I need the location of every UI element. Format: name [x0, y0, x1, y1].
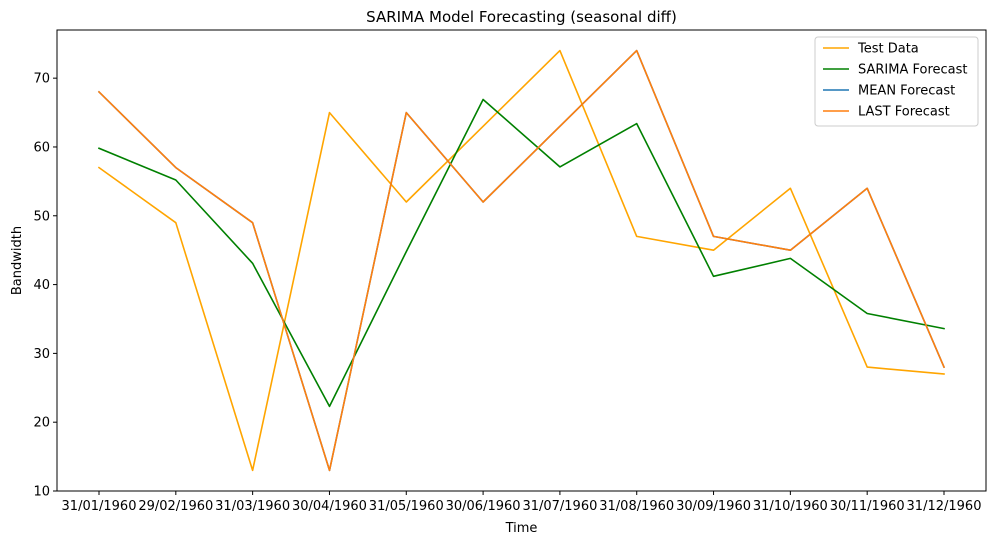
- x-tick-label: 30/06/1960: [446, 499, 521, 514]
- x-tick-label: 31/07/1960: [522, 499, 597, 514]
- y-tick-label: 50: [33, 209, 50, 224]
- y-axis: 10 20 30 40 50 60 70: [33, 72, 57, 500]
- x-axis: 31/01/1960 29/02/1960 31/03/1960 30/04/1960…: [62, 491, 982, 514]
- legend-label-0: Test Data: [857, 42, 919, 57]
- series-line-1: [97, 98, 945, 408]
- legend-label-2: MEAN Forecast: [858, 84, 955, 99]
- x-tick-label: 29/02/1960: [138, 499, 213, 514]
- x-tick-label: 31/01/1960: [62, 499, 137, 514]
- plot-lines: [97, 49, 946, 472]
- x-tick-label: 30/11/1960: [830, 499, 905, 514]
- y-tick-label: 30: [33, 347, 50, 362]
- series-line-3: [97, 49, 946, 472]
- legend-box: [814, 36, 979, 127]
- x-tick-label: 30/04/1960: [292, 499, 367, 514]
- legend: Test Data SARIMA Forecast MEAN Forecast LAS…: [814, 36, 979, 127]
- x-tick-label: 31/03/1960: [215, 499, 290, 514]
- y-tick-label: 20: [33, 416, 50, 431]
- x-tick-label: 31/10/1960: [753, 499, 828, 514]
- y-tick-label: 40: [33, 278, 50, 293]
- y-tick-label: 70: [33, 72, 50, 87]
- x-tick-label: 31/05/1960: [369, 499, 444, 514]
- x-axis-title: Time: [505, 521, 538, 536]
- x-tick-label: 31/08/1960: [599, 499, 674, 514]
- y-tick-label: 10: [33, 485, 50, 500]
- legend-label-3: LAST Forecast: [858, 105, 950, 120]
- plot-frame: [56, 29, 987, 492]
- x-tick-label: 30/09/1960: [676, 499, 751, 514]
- y-tick-label: 60: [33, 140, 50, 155]
- x-tick-label: 31/12/1960: [907, 499, 982, 514]
- legend-label-1: SARIMA Forecast: [858, 63, 968, 78]
- y-axis-title: Bandwidth: [10, 226, 25, 295]
- chart-title: SARIMA Model Forecasting (seasonal diff): [366, 8, 677, 26]
- series-line-0: [97, 49, 945, 472]
